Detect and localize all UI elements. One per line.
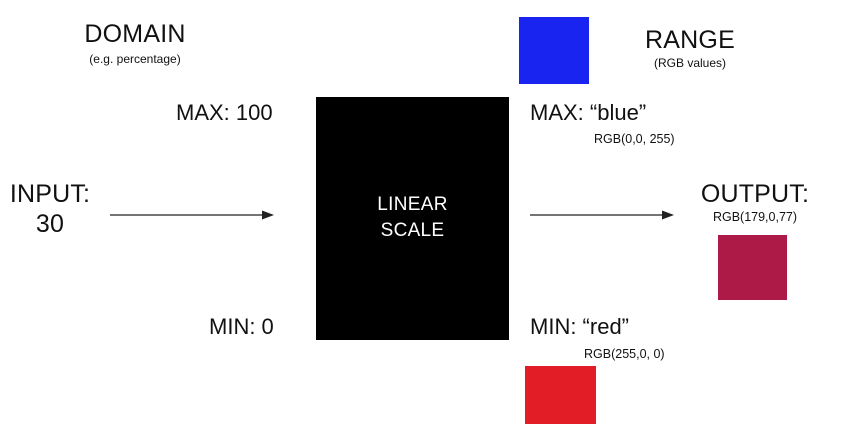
output-rgb: RGB(179,0,77) (712, 210, 798, 224)
output-swatch (718, 235, 787, 300)
domain-title: DOMAIN (84, 20, 186, 48)
domain-subtitle: (e.g. percentage) (89, 52, 181, 66)
input-arrow-icon (110, 210, 274, 220)
output-arrow-icon (530, 210, 674, 220)
range-min-label: MIN: “red” (530, 314, 629, 339)
range-max-rgb: RGB(0,0, 255) (594, 132, 675, 146)
linear-scale-box: LINEAR SCALE (316, 97, 509, 340)
linear-scale-line1: LINEAR (377, 194, 448, 215)
linear-scale-label: LINEAR SCALE (316, 192, 509, 244)
domain-min-label: MIN: 0 (209, 314, 274, 339)
range-min-rgb: RGB(255,0, 0) (584, 347, 665, 361)
linear-scale-line2: SCALE (380, 220, 445, 241)
output-label: OUTPUT: (700, 180, 810, 208)
input-label: INPUT: (9, 180, 91, 208)
domain-max-label: MAX: 100 (176, 100, 273, 125)
blue-swatch (519, 17, 589, 84)
range-max-label: MAX: “blue” (530, 100, 647, 125)
input-value: 30 (35, 210, 65, 238)
red-swatch (525, 366, 596, 424)
range-subtitle: (RGB values) (653, 56, 727, 70)
range-title: RANGE (645, 26, 735, 54)
